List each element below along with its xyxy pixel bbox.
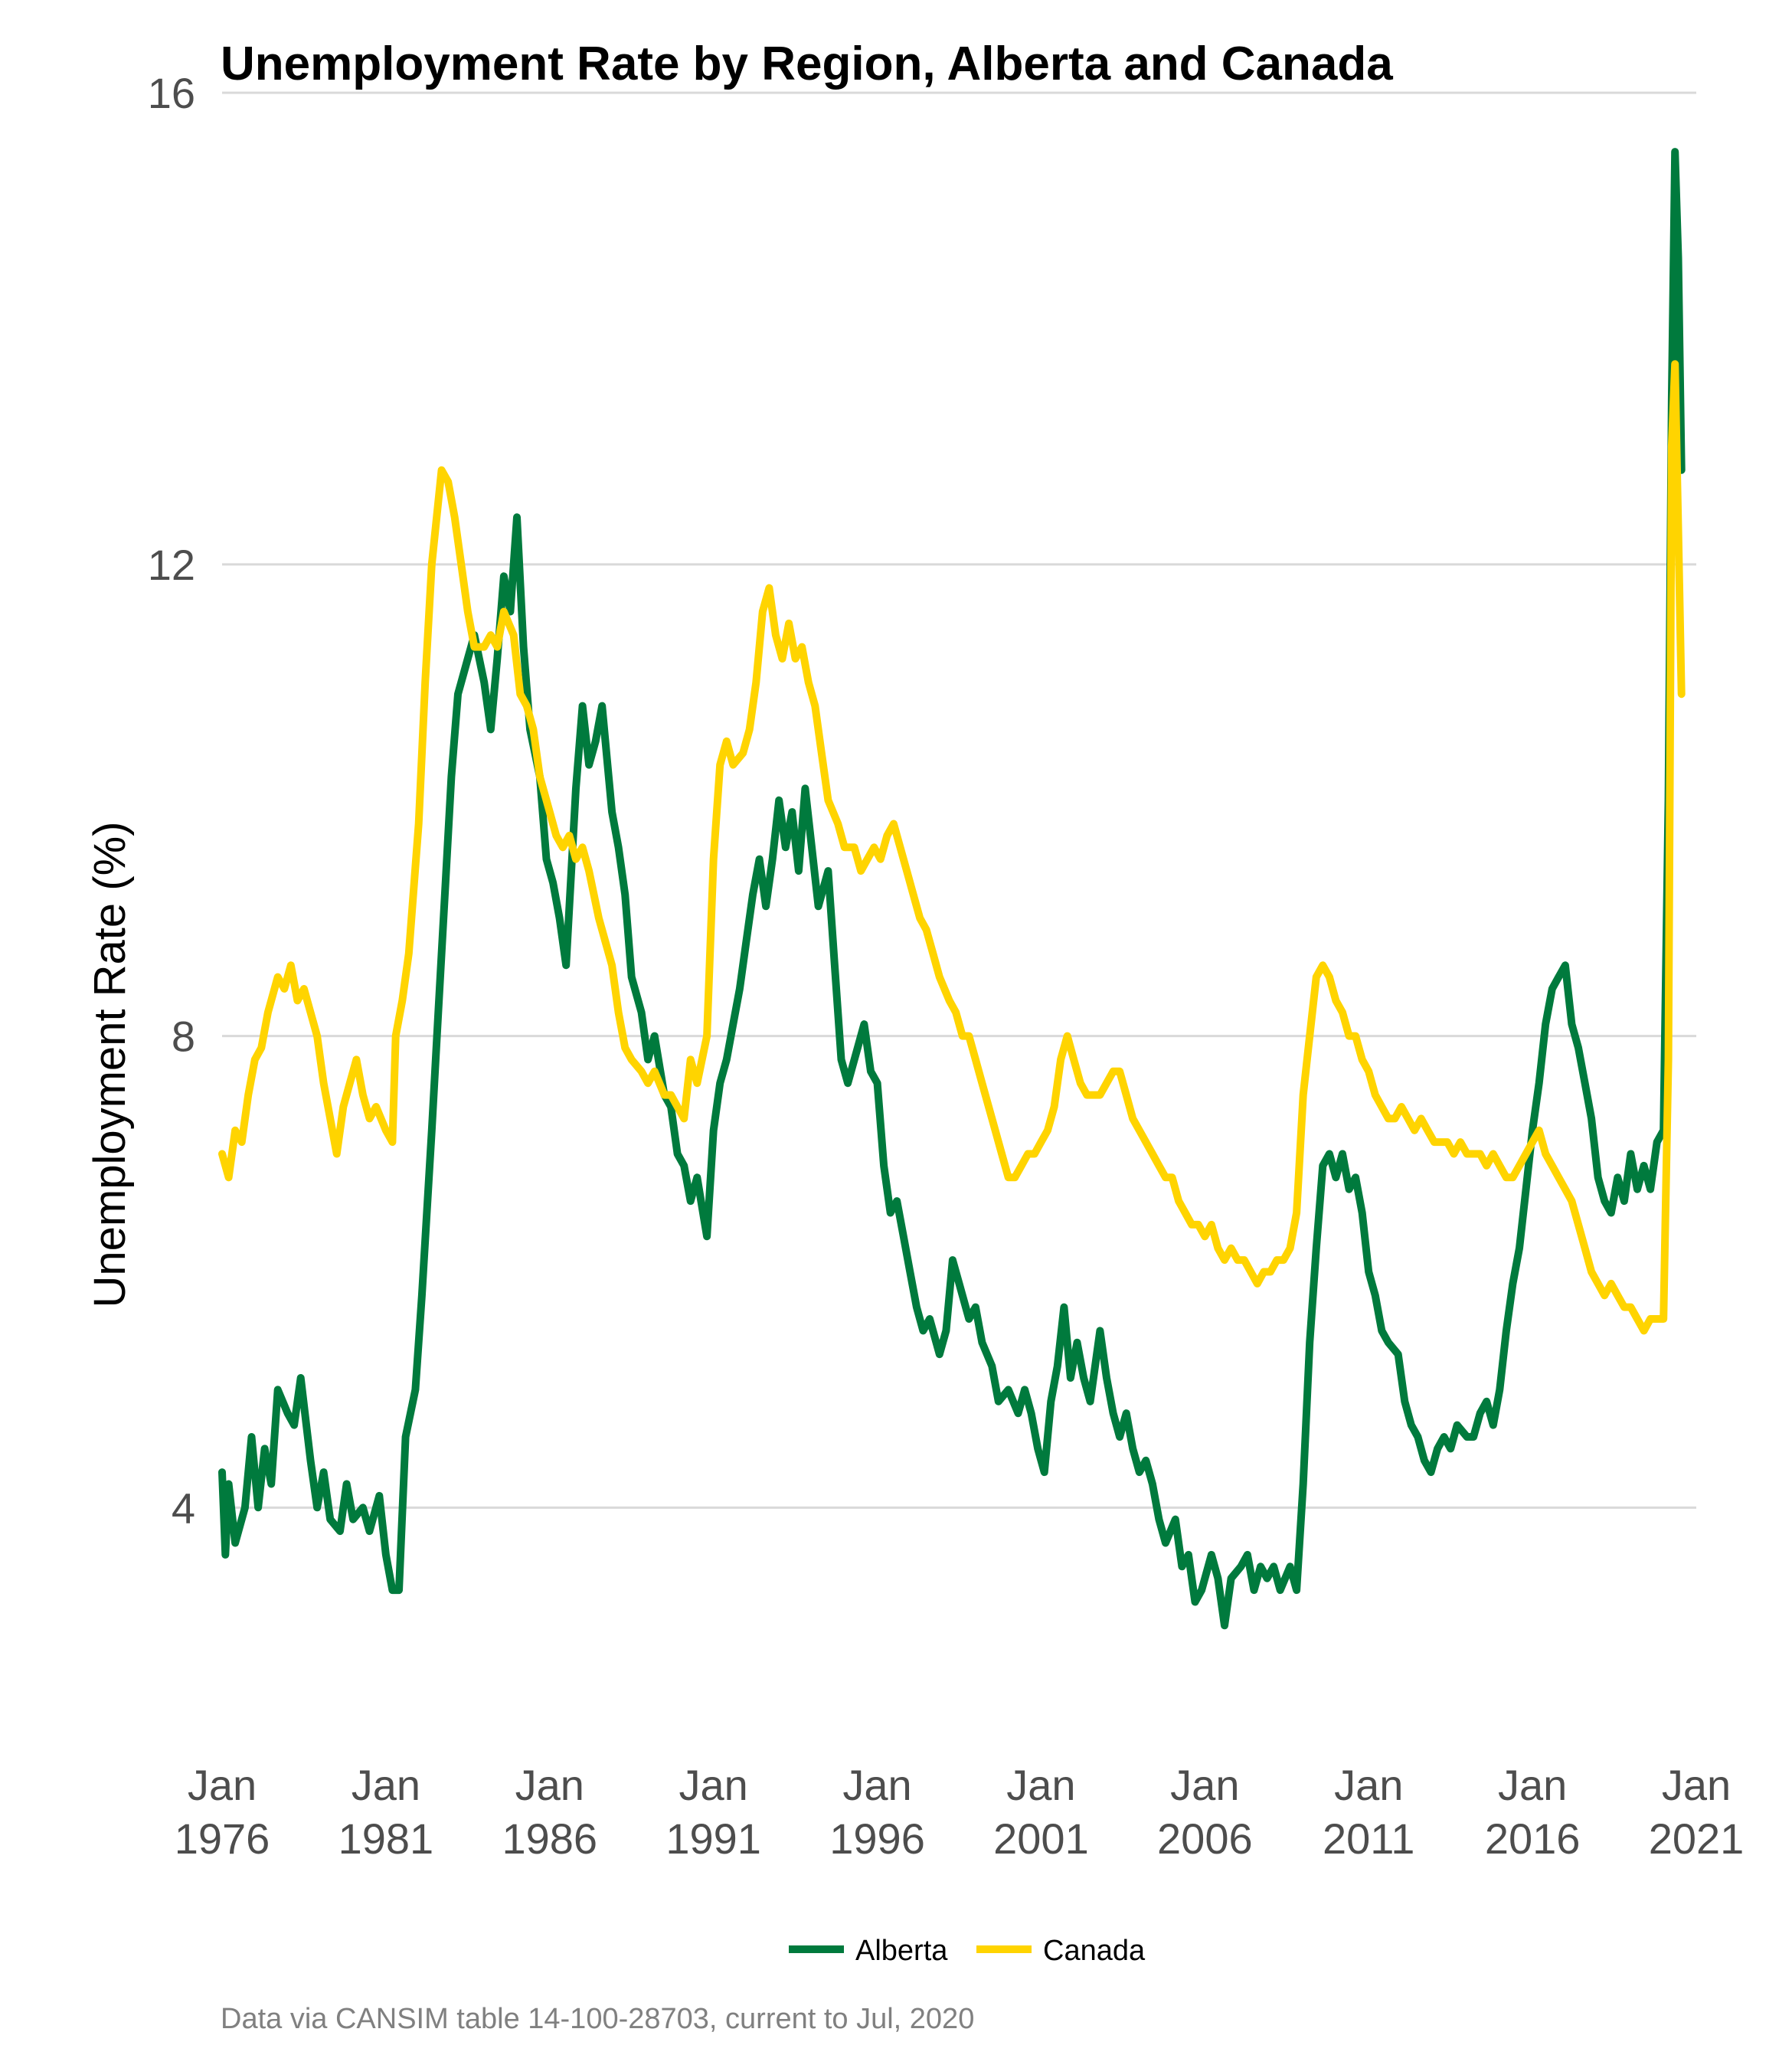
y-tick-label-8: 8 — [172, 1013, 195, 1061]
x-tick-label-1991: Jan 1991 — [665, 1761, 761, 1863]
x-tick-label-1976: Jan 1976 — [175, 1761, 270, 1863]
series-lines — [218, 148, 1686, 1630]
x-tick-label-1996: Jan 1996 — [829, 1761, 925, 1863]
chart-title: Unemployment Rate by Region, Alberta and… — [221, 38, 1393, 90]
legend-label-alberta: Alberta — [855, 1935, 948, 1967]
x-tick-label-2011: Jan 2011 — [1323, 1761, 1414, 1863]
chart-caption: Data via CANSIM table 14-100-28703, curr… — [221, 2003, 974, 2035]
x-tick-label-2006: Jan 2006 — [1157, 1761, 1253, 1863]
legend: Alberta Canada — [789, 1935, 1146, 1967]
y-tick-label-12: 12 — [148, 541, 195, 589]
x-tick-label-1986: Jan 1986 — [502, 1761, 597, 1863]
x-tick-label-2016: Jan 2016 — [1485, 1761, 1581, 1863]
x-tick-label-2001: Jan 2001 — [993, 1761, 1089, 1863]
x-tick-labels: Jan 1976 Jan 1981 Jan 1986 Jan 1991 Jan 1996 Jan 20… — [175, 1761, 1745, 1863]
series-line-alberta — [218, 148, 1686, 1630]
x-tick-label-1981: Jan 1981 — [338, 1761, 434, 1863]
legend-label-canada: Canada — [1043, 1935, 1146, 1967]
x-tick-label-2021: Jan 2021 — [1649, 1761, 1745, 1863]
gridlines — [222, 91, 1696, 1509]
y-tick-label-4: 4 — [172, 1484, 195, 1532]
y-tick-label-16: 16 — [148, 69, 195, 117]
y-tick-labels: 4 8 12 16 — [148, 69, 195, 1532]
y-axis-label: Unemployment Rate (%) — [85, 822, 135, 1308]
series-line-canada — [218, 360, 1686, 1335]
